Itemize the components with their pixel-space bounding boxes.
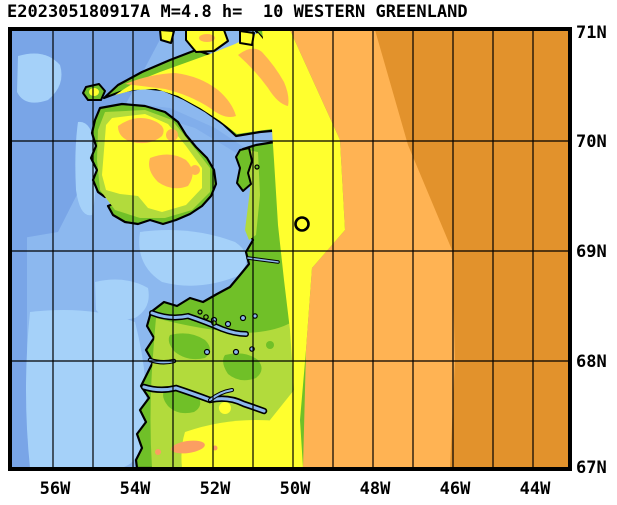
lon-label: 56W [40, 479, 71, 499]
ice-sheet-dark [375, 30, 570, 468]
lon-label: 52W [200, 479, 231, 499]
lat-label: 68N [576, 352, 607, 372]
fjords [140, 256, 280, 415]
lat-axis-labels: 71N 70N 69N 68N 67N [576, 23, 607, 478]
lon-axis-labels: 56W 54W 52W 50W 48W 46W 44W [40, 479, 551, 499]
map-frame [8, 27, 572, 471]
lakes [203, 313, 258, 356]
disko-island [89, 102, 218, 226]
lon-label: 54W [120, 479, 151, 499]
lon-label: 46W [440, 479, 471, 499]
lat-label: 67N [576, 458, 607, 478]
lon-label: 48W [360, 479, 391, 499]
lon-label: 44W [520, 479, 551, 499]
page-title: E202305180917A M=4.8 h= 10 WESTERN GREEN… [7, 2, 468, 22]
small-islands [82, 30, 260, 326]
lat-label: 69N [576, 242, 607, 262]
lat-label: 71N [576, 23, 607, 43]
graticule-grid [11, 30, 570, 468]
lon-label: 50W [280, 479, 311, 499]
ice-sheet [290, 30, 570, 468]
lat-label: 70N [576, 132, 607, 152]
epicenter-marker [294, 216, 310, 232]
